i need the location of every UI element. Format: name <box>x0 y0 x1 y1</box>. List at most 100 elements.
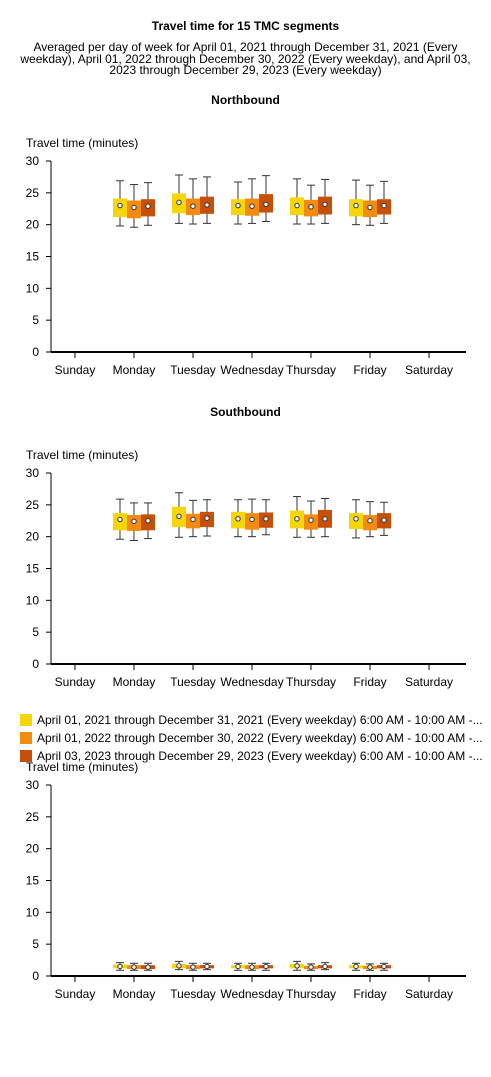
box-median <box>353 202 359 209</box>
box-median <box>117 516 123 523</box>
x-tick-label: Monday <box>113 675 156 689</box>
x-tick-label: Monday <box>113 363 156 377</box>
legend-swatch <box>20 750 32 762</box>
box-median <box>381 963 387 970</box>
chart-title: Travel time for 15 TMC segments <box>151 19 340 33</box>
x-tick-label: Saturday <box>405 987 453 1001</box>
legend-item[interactable]: April 03, 2023 through December 29, 2023… <box>20 747 491 765</box>
x-tick-label: Tuesday <box>170 675 216 689</box>
box-median <box>145 203 151 209</box>
y-tick-label: 15 <box>26 250 40 264</box>
x-tick-label: Friday <box>353 987 386 1001</box>
box-median <box>190 516 196 523</box>
y-tick-label: 30 <box>26 466 40 480</box>
legend-label: April 01, 2021 through December 31, 2021… <box>37 713 483 727</box>
x-tick-label: Monday <box>113 987 156 1001</box>
x-tick-label: Sunday <box>55 675 96 689</box>
box-median <box>176 963 182 969</box>
x-tick-label: Friday <box>353 363 386 377</box>
y-tick-label: 10 <box>26 281 40 295</box>
box-median <box>131 204 137 211</box>
y-tick-label: 15 <box>26 874 40 888</box>
box-median <box>381 517 387 523</box>
box-median <box>263 963 269 970</box>
y-tick-label: 25 <box>26 498 40 512</box>
y-tick-label: 25 <box>26 186 40 200</box>
y-tick-label: 0 <box>32 345 39 359</box>
box-median <box>249 203 255 209</box>
box-median <box>294 202 300 209</box>
y-tick-label: 0 <box>32 969 39 983</box>
y-tick-label: 10 <box>26 593 40 607</box>
box-median <box>204 202 210 208</box>
box-median <box>235 202 241 209</box>
x-tick-label: Thursday <box>286 363 336 377</box>
box-median <box>176 513 182 519</box>
box-median <box>145 518 151 524</box>
y-tick-label: 5 <box>32 937 39 951</box>
x-tick-label: Saturday <box>405 675 453 689</box>
box-median <box>249 516 255 523</box>
box-median <box>367 964 373 970</box>
box-median <box>353 963 359 970</box>
box-median <box>176 199 182 206</box>
box-median <box>294 963 300 969</box>
y-tick-label: 20 <box>26 842 40 856</box>
y-axis-label: Travel time (minutes) <box>26 760 138 774</box>
x-tick-label: Friday <box>353 675 386 689</box>
y-axis-label: Travel time (minutes) <box>26 136 138 150</box>
box-median <box>322 963 328 970</box>
y-tick-label: 30 <box>26 778 40 792</box>
box-median <box>308 964 314 970</box>
x-tick-label: Thursday <box>286 987 336 1001</box>
x-tick-label: Sunday <box>55 363 96 377</box>
box-median <box>308 204 314 210</box>
x-tick-label: Sunday <box>55 987 96 1001</box>
box-median <box>204 963 210 970</box>
y-tick-label: 5 <box>32 313 39 327</box>
legend-item[interactable]: April 01, 2022 through December 30, 2022… <box>20 729 491 747</box>
y-tick-label: 20 <box>26 530 40 544</box>
box-median <box>322 516 328 522</box>
legend: April 01, 2021 through December 31, 2021… <box>20 711 491 765</box>
box-median <box>235 963 241 970</box>
box-median <box>204 515 210 521</box>
y-tick-label: 30 <box>26 154 40 168</box>
x-tick-label: Wednesday <box>220 363 283 377</box>
legend-label: April 01, 2022 through December 30, 2022… <box>37 731 483 745</box>
x-tick-label: Thursday <box>286 675 336 689</box>
box-median <box>190 203 196 209</box>
y-tick-label: 10 <box>26 905 40 919</box>
box-median <box>190 964 196 970</box>
legend-item[interactable]: April 01, 2021 through December 31, 2021… <box>20 711 491 729</box>
box-median <box>294 516 300 522</box>
legend-label: April 03, 2023 through December 29, 2023… <box>37 749 483 763</box>
y-tick-label: 5 <box>32 625 39 639</box>
box-median <box>263 516 269 522</box>
legend-swatch <box>20 714 32 726</box>
box-median <box>367 518 373 524</box>
panel-title: Southbound <box>210 405 281 419</box>
box-median <box>367 204 373 211</box>
x-tick-label: Tuesday <box>170 987 216 1001</box>
y-tick-label: 25 <box>26 810 40 824</box>
panel-title: Northbound <box>211 93 280 107</box>
y-tick-label: 15 <box>26 562 40 576</box>
y-tick-label: 20 <box>26 218 40 232</box>
y-tick-label: 0 <box>32 657 39 671</box>
box-median <box>353 516 359 522</box>
legend-swatch <box>20 732 32 744</box>
box-median <box>117 963 123 970</box>
chart-subtitle: Averaged per day of week for April 01, 2… <box>20 40 471 77</box>
x-tick-label: Wednesday <box>220 987 283 1001</box>
x-tick-label: Saturday <box>405 363 453 377</box>
box-median <box>322 201 328 207</box>
box-median <box>131 518 137 525</box>
box-median <box>145 964 151 970</box>
box-median <box>381 202 387 209</box>
x-tick-label: Tuesday <box>170 363 216 377</box>
box-median <box>308 517 314 523</box>
box-median <box>263 201 269 207</box>
box-median <box>131 964 137 970</box>
